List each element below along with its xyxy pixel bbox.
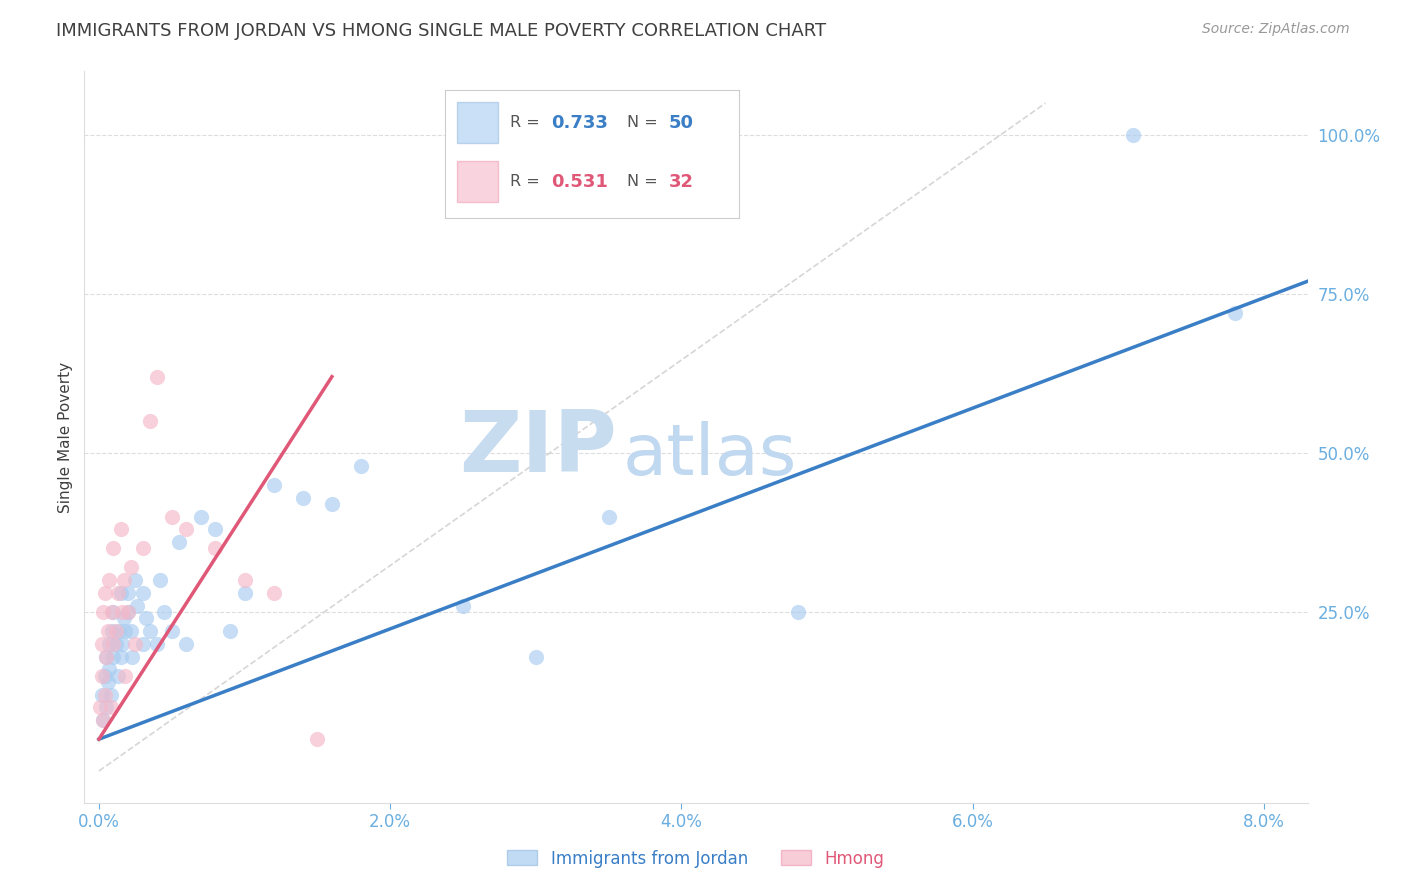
Point [100,688,122,702]
Point [167,535,190,549]
Point [146,369,169,384]
Point [174,637,197,651]
Point [160,509,183,524]
Point [112,611,135,625]
Point [105,637,128,651]
Point [190,509,212,524]
Point [291,491,314,505]
Text: IMMIGRANTS FROM JORDAN VS HMONG SINGLE MALE POVERTY CORRELATION CHART: IMMIGRANTS FROM JORDAN VS HMONG SINGLE M… [56,22,827,40]
Point [125,599,148,613]
Point [350,458,373,473]
Point [1223,306,1246,320]
Point [105,624,128,638]
Text: ZIP: ZIP [458,407,616,490]
Point [101,605,124,619]
Point [100,700,122,714]
Point [97,624,120,638]
Point [114,668,136,682]
Point [103,649,125,664]
Point [233,586,256,600]
Point [91,713,114,727]
Point [787,605,810,619]
Text: Source: ZipAtlas.com: Source: ZipAtlas.com [1202,22,1350,37]
Point [117,605,139,619]
Point [321,497,343,511]
Y-axis label: Single Male Poverty: Single Male Poverty [58,361,73,513]
Point [204,522,226,536]
Point [124,637,146,651]
Point [96,649,118,664]
Point [89,700,111,714]
Point [108,624,131,638]
Point [174,522,197,536]
Point [110,586,132,600]
Point [131,541,153,556]
Point [97,675,120,690]
Point [91,605,114,619]
Point [111,637,134,651]
Point [131,637,153,651]
Point [204,541,226,556]
Point [263,586,285,600]
Point [110,649,132,664]
Point [111,605,134,619]
Point [96,649,118,664]
Point [103,541,125,556]
Point [135,611,157,625]
Point [98,573,121,587]
Point [96,700,118,714]
Point [114,624,136,638]
Point [146,637,169,651]
Point [90,637,112,651]
Point [233,573,256,587]
Point [153,605,176,619]
Point [91,713,114,727]
Point [139,624,162,638]
Point [120,624,142,638]
Point [121,649,143,664]
Point [110,522,132,536]
Point [98,662,121,676]
Point [112,573,135,587]
Point [149,573,172,587]
Point [263,477,285,491]
Point [103,605,125,619]
Point [103,637,125,651]
Point [98,637,121,651]
Point [124,573,146,587]
Point [598,509,620,524]
Point [107,668,129,682]
Point [120,560,142,574]
Point [101,624,124,638]
Point [107,586,129,600]
Point [524,649,547,664]
Point [1122,128,1144,142]
Point [307,732,329,747]
Point [93,668,115,682]
Point [90,668,112,682]
Point [93,688,115,702]
Point [160,624,183,638]
Legend: Immigrants from Jordan, Hmong: Immigrants from Jordan, Hmong [508,849,884,868]
Point [219,624,242,638]
Point [131,586,153,600]
Point [451,599,474,613]
Point [117,586,139,600]
Point [139,414,162,428]
Text: atlas: atlas [623,421,797,490]
Point [117,605,139,619]
Point [93,586,115,600]
Point [90,688,112,702]
